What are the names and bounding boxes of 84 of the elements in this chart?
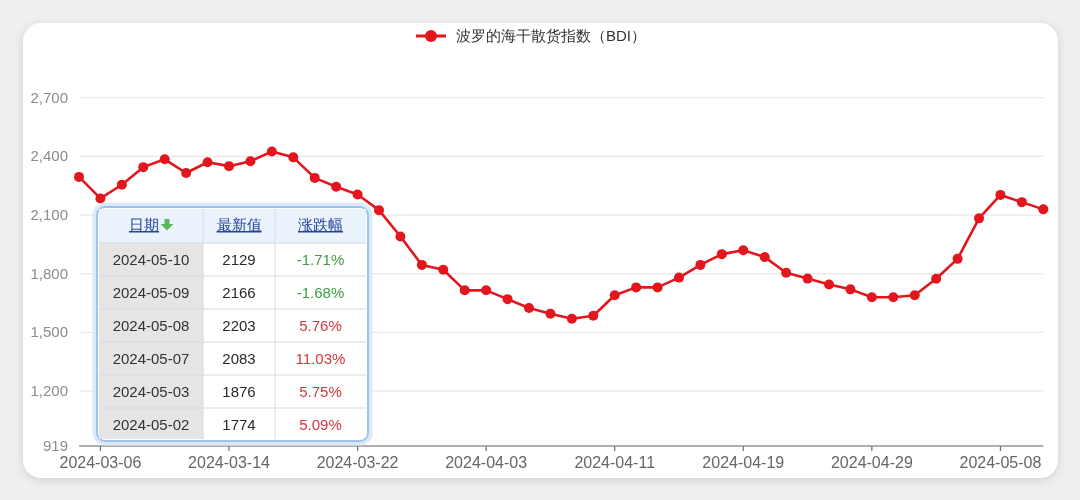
point [652, 282, 663, 293]
y-tick-label: 2,400 [30, 147, 68, 165]
point [352, 189, 363, 200]
category-label: 2024-05-02 [112, 415, 190, 433]
category-label: 2024-05-10 [112, 250, 190, 268]
y-tick-label: 1,500 [30, 323, 68, 341]
point [824, 279, 835, 290]
point [1016, 197, 1027, 208]
point [202, 157, 213, 168]
point [524, 302, 535, 313]
point [288, 152, 299, 163]
point [866, 292, 877, 303]
y-tick-label: 1,200 [30, 382, 68, 400]
category-label: 最新值 [216, 216, 262, 233]
y-tick-label: 1,800 [30, 264, 68, 282]
point [631, 282, 642, 293]
point [74, 171, 84, 182]
text: 2129 [222, 250, 256, 268]
text: -1.71% [296, 250, 345, 268]
point [502, 294, 513, 305]
text: -1.68% [296, 283, 345, 301]
point [116, 179, 127, 190]
point [138, 162, 149, 173]
point [716, 249, 727, 260]
point [974, 213, 985, 224]
text: 1774 [222, 415, 256, 433]
point [95, 193, 106, 204]
y-tick-label: 2,100 [30, 206, 68, 224]
point [245, 156, 256, 167]
y-tick-label: 2,700 [30, 88, 68, 106]
x-tick-label: 2024-04-03 [445, 454, 528, 471]
legend-label: 波罗的海干散货指数（BDI） [455, 27, 647, 44]
x-tick-label: 2024-04-29 [830, 454, 913, 471]
point [1038, 204, 1049, 215]
point [695, 259, 706, 270]
point [481, 285, 492, 296]
text: 2203 [222, 316, 256, 334]
x-tick-label: 2024-03-06 [59, 454, 142, 471]
point [416, 259, 427, 270]
point [459, 285, 470, 296]
point [909, 290, 920, 301]
category-label: 涨跌幅 [298, 216, 343, 233]
point [331, 181, 342, 192]
text: 1876 [222, 382, 256, 400]
legend: 波罗的海干散货指数（BDI） [416, 27, 646, 44]
text: 2083 [222, 349, 256, 367]
text: 2166 [222, 283, 256, 301]
point [159, 154, 170, 165]
point [738, 245, 749, 256]
point [266, 146, 277, 157]
text: 5.75% [299, 382, 342, 400]
point [609, 290, 620, 301]
point [588, 310, 599, 321]
y-tick-label: 919 [42, 437, 68, 454]
point [224, 161, 234, 172]
text: 11.03% [295, 349, 346, 367]
point [759, 252, 770, 263]
point [888, 292, 899, 303]
point [931, 273, 942, 284]
point [952, 253, 963, 264]
category-label: 2024-05-07 [112, 349, 190, 367]
point [395, 231, 406, 242]
x-tick-label: 2024-03-14 [188, 454, 271, 471]
point [374, 205, 384, 216]
text: 5.09% [299, 415, 342, 433]
x-tick-label: 2024-04-11 [574, 454, 656, 471]
point [674, 272, 685, 283]
x-tick-label: 2024-03-22 [316, 454, 399, 471]
point [566, 313, 577, 324]
category-label: 日期 [129, 216, 159, 233]
text: 5.76% [299, 316, 342, 334]
category-label: 2024-05-08 [112, 316, 190, 334]
x-tick-label: 2024-04-19 [702, 454, 785, 471]
point [545, 308, 556, 319]
point [781, 267, 792, 278]
point [309, 172, 320, 183]
point [995, 189, 1006, 200]
point [845, 284, 856, 295]
category-label: 2024-05-09 [112, 283, 190, 301]
x-tick-label: 2024-05-08 [959, 454, 1042, 471]
point [802, 273, 813, 284]
category-label: 2024-05-03 [112, 382, 190, 400]
point [438, 264, 449, 275]
point [181, 167, 192, 178]
